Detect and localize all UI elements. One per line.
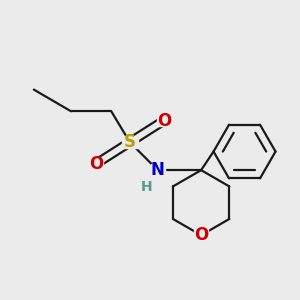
Bar — [89, 158, 103, 170]
Text: N: N — [151, 161, 165, 179]
Bar — [194, 229, 208, 241]
Bar — [142, 182, 152, 192]
Text: O: O — [88, 155, 103, 173]
Text: S: S — [124, 133, 136, 151]
Text: O: O — [194, 226, 208, 244]
Text: O: O — [157, 112, 171, 130]
Text: H: H — [141, 180, 153, 194]
Bar — [157, 115, 171, 126]
Bar — [151, 164, 165, 176]
Bar — [122, 136, 138, 148]
